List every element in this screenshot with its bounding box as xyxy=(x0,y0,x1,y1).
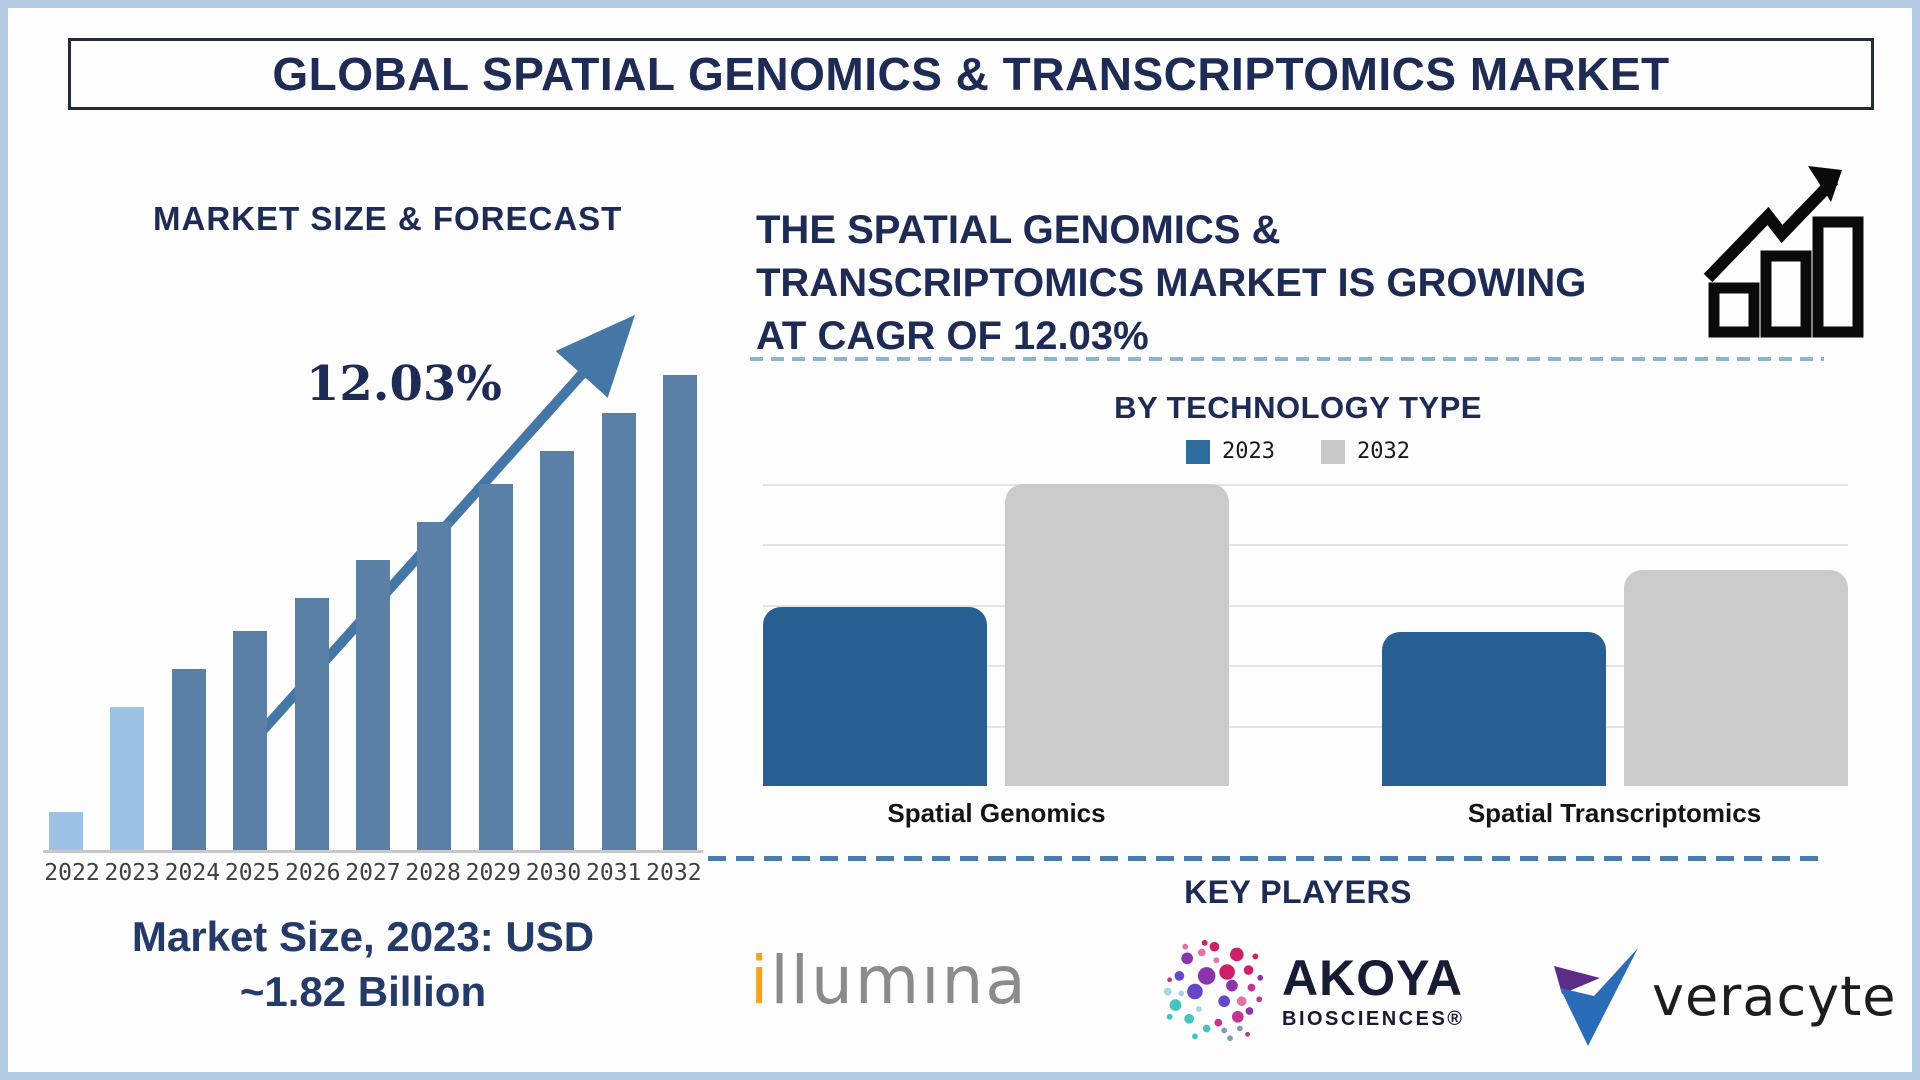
forecast-bar-2028 xyxy=(417,522,452,850)
forecast-bar-2030 xyxy=(540,451,575,850)
page-title: GLOBAL SPATIAL GENOMICS & TRANSCRIPTOMIC… xyxy=(272,48,1670,100)
legend-swatch-2032 xyxy=(1321,439,1345,464)
dashed-divider-top xyxy=(750,357,1824,361)
key-players-heading: KEY PLAYERS xyxy=(1184,874,1412,910)
forecast-years: 2022 2023 2024 2025 2026 2027 2028 2029 2030 2031… xyxy=(43,860,703,886)
tech-category-label: Spatial Genomics xyxy=(887,798,1106,828)
tech-group-1 xyxy=(1382,484,1848,786)
market-size-caption-line1: Market Size, 2023: USD xyxy=(131,913,595,960)
forecast-bar-2027 xyxy=(355,560,390,850)
tech-group-0 xyxy=(763,484,1229,786)
cagr-headline-line1: THE SPATIAL GENOMICS & xyxy=(756,208,1281,252)
cagr-value-label: 12.03% xyxy=(306,356,502,412)
akoya-logo-text: AKOYA BIOSCIENCES® xyxy=(1282,953,1465,1029)
forecast-bar-2032 xyxy=(662,375,697,850)
forecast-chart: 2022 2023 2024 2025 2026 2027 2028 2029 2030 2031… xyxy=(43,375,703,886)
tech-labels: Spatial Genomics Spatial Transcriptomics xyxy=(763,798,1848,829)
tech-bar-spatial-genomics-2023 xyxy=(763,607,987,786)
veracyte-checkmark-icon xyxy=(1554,948,1638,1046)
forecast-bars xyxy=(43,375,703,853)
akoya-name: AKOYA xyxy=(1282,950,1463,1006)
cagr-headline-line2: TRANSCRIPTOMICS MARKET IS GROWING xyxy=(756,261,1587,306)
market-size-caption-line2: ~1.82 Billion xyxy=(239,967,487,1015)
veracyte-logo: veracyte xyxy=(1548,940,1897,1052)
title-banner: GLOBAL SPATIAL GENOMICS & TRANSCRIPTOMIC… xyxy=(68,38,1874,110)
bar-growth-icon xyxy=(1703,166,1864,338)
legend-swatch-2023 xyxy=(1186,439,1211,464)
forecast-year-label: 2027 xyxy=(345,860,401,886)
tech-bar-spatial-genomics-2032 xyxy=(1005,484,1229,786)
forecast-year-label: 2026 xyxy=(285,860,341,886)
tech-bar-spatial-transcriptomics-2032 xyxy=(1624,570,1848,786)
forecast-bar-2031 xyxy=(601,413,636,850)
cagr-headline-line3: AT CAGR OF 12.03% xyxy=(756,314,1149,359)
forecast-year-label: 2030 xyxy=(525,860,582,886)
legend-item-2032: 2032 xyxy=(1321,439,1410,464)
market-size-caption: Market Size, 2023: USD ~1.82 Billion xyxy=(48,910,678,1019)
tech-type-heading: BY TECHNOLOGY TYPE xyxy=(1114,390,1482,425)
gridline xyxy=(763,726,1848,728)
veracyte-name: veracyte xyxy=(1652,964,1897,1028)
tech-category-label: Spatial Transcriptomics xyxy=(1467,798,1762,828)
tech-legend: 2023 2032 xyxy=(748,439,1848,464)
forecast-year-label: 2032 xyxy=(646,860,702,886)
legend-item-2023: 2023 xyxy=(1186,439,1275,464)
akoya-subtitle: BIOSCIENCES® xyxy=(1282,1008,1465,1030)
forecast-year-label: 2028 xyxy=(405,860,461,886)
forecast-bar-2025 xyxy=(233,631,268,850)
gridline xyxy=(763,665,1848,667)
market-size-heading: MARKET SIZE & FORECAST xyxy=(153,200,623,237)
dashed-divider-bottom xyxy=(708,856,1822,861)
forecast-year-label: 2029 xyxy=(465,860,521,886)
gridline xyxy=(763,544,1848,546)
forecast-year-label: 2022 xyxy=(44,860,100,886)
forecast-year-label: 2025 xyxy=(224,860,281,886)
forecast-year-label: 2024 xyxy=(164,860,221,886)
tech-bar-spatial-transcriptomics-2023 xyxy=(1382,632,1606,786)
akoya-dot-sphere-icon xyxy=(1163,939,1264,1042)
gridline xyxy=(763,484,1848,486)
cagr-headline: THE SPATIAL GENOMICS & TRANSCRIPTOMICS M… xyxy=(756,204,1716,364)
forecast-bar-2024 xyxy=(171,669,206,850)
gridline xyxy=(763,605,1848,607)
forecast-bar-2026 xyxy=(294,598,329,850)
akoya-logo: AKOYA BIOSCIENCES® xyxy=(1156,933,1465,1049)
legend-label-2023: 2023 xyxy=(1222,439,1275,464)
forecast-bar-2022 xyxy=(49,812,83,850)
forecast-year-label: 2031 xyxy=(585,860,642,886)
forecast-bar-2023 xyxy=(110,707,145,850)
tech-type-chart xyxy=(763,484,1848,786)
illumina-logo-rest: llumına xyxy=(770,942,1028,1019)
tech-bar-groups xyxy=(763,484,1848,786)
illumina-logo: illumına xyxy=(750,942,1028,1019)
illumina-logo-orange-i: i xyxy=(750,942,771,1019)
legend-label-2032: 2032 xyxy=(1357,439,1410,464)
forecast-bar-2029 xyxy=(478,484,513,850)
forecast-year-label: 2023 xyxy=(104,860,160,886)
